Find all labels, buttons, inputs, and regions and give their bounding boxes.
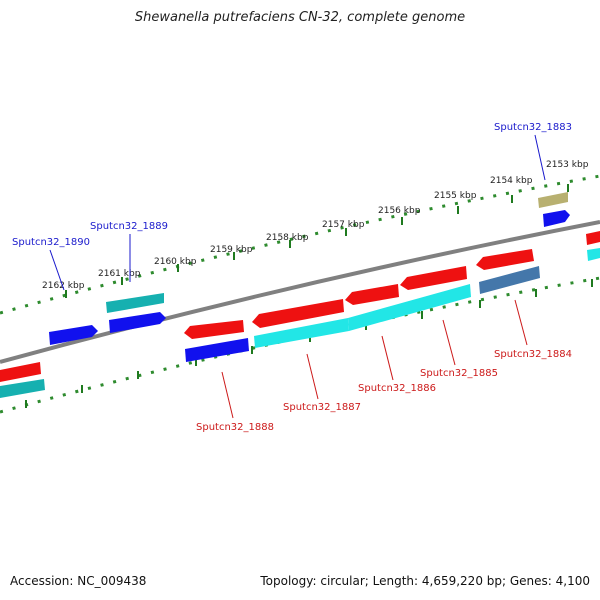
gene-sputcn32-1885[interactable] bbox=[400, 266, 467, 290]
leader-sputcn32-1886 bbox=[381, 335, 394, 381]
leader-sputcn32-1887 bbox=[306, 353, 319, 400]
gene-khaki bbox=[538, 192, 568, 208]
inner-ruler-dots bbox=[0, 276, 600, 414]
leader-sputcn32-1888 bbox=[221, 371, 234, 419]
outer-ruler-dots bbox=[0, 174, 600, 315]
gene-sputcn32-1887[interactable] bbox=[252, 299, 344, 328]
ruler-label: 2160 kbp bbox=[154, 257, 197, 267]
accession-text: Accession: NC_009438 bbox=[10, 574, 147, 588]
cds-sputcn32-1884 bbox=[479, 266, 540, 294]
gene-sputcn32-1884[interactable] bbox=[476, 249, 534, 270]
cds-sputcn32-1887 bbox=[254, 318, 349, 348]
gene-label[interactable]: Sputcn32_1883 bbox=[494, 122, 572, 133]
gene-label[interactable]: Sputcn32_1884 bbox=[494, 349, 572, 360]
ruler-label: 2153 kbp bbox=[546, 160, 589, 170]
ruler-label: 2156 kbp bbox=[378, 206, 421, 216]
ruler-label: 2162 kbp bbox=[42, 281, 85, 291]
gene-sputcn32-1890[interactable] bbox=[49, 325, 98, 345]
ruler-label: 2154 kbp bbox=[490, 176, 533, 186]
gene-label[interactable]: Sputcn32_1890 bbox=[12, 237, 90, 248]
gene-label[interactable]: Sputcn32_1887 bbox=[283, 402, 361, 413]
cds-sputcn32-1888 bbox=[185, 338, 249, 362]
gene-labels: Sputcn32_1890 Sputcn32_1889 Sputcn32_188… bbox=[12, 122, 572, 433]
map-title: Shewanella putrefaciens CN-32, complete … bbox=[134, 10, 466, 25]
ruler-label: 2157 kbp bbox=[322, 220, 365, 230]
gene-sputcn32-1889[interactable] bbox=[109, 312, 166, 333]
ruler-label: 2159 kbp bbox=[210, 245, 253, 255]
topology-text: Topology: circular; Length: 4,659,220 bp… bbox=[260, 574, 590, 588]
leader-lines bbox=[49, 134, 546, 419]
ruler-label: 2155 kbp bbox=[434, 191, 477, 201]
outer-ruler: 2162 kbp 2161 kbp 2160 kbp 2159 kbp 2158… bbox=[0, 160, 600, 315]
gene-label[interactable]: Sputcn32_1889 bbox=[90, 221, 168, 232]
cds-partial-right bbox=[587, 248, 600, 261]
leader-sputcn32-1885 bbox=[442, 319, 456, 366]
inner-ruler bbox=[0, 276, 600, 414]
reverse-genes bbox=[0, 249, 540, 398]
gene-partial-left bbox=[0, 362, 41, 382]
inner-ruler-ticks bbox=[25, 279, 593, 408]
gene-label[interactable]: Sputcn32_1888 bbox=[196, 422, 274, 433]
ruler-label: 2161 kbp bbox=[98, 269, 141, 279]
leader-sputcn32-1883 bbox=[534, 134, 546, 181]
gene-sputcn32-1888[interactable] bbox=[184, 320, 244, 339]
cds-sputcn32-1886 bbox=[348, 284, 471, 331]
ruler-label: 2158 kbp bbox=[266, 233, 309, 243]
forward-genes bbox=[49, 192, 600, 345]
outer-ruler-labels: 2162 kbp 2161 kbp 2160 kbp 2159 kbp 2158… bbox=[42, 160, 589, 291]
gene-label[interactable]: Sputcn32_1886 bbox=[358, 383, 436, 394]
gene-sputcn32-1886[interactable] bbox=[345, 284, 399, 305]
gene-label[interactable]: Sputcn32_1885 bbox=[420, 368, 498, 379]
leader-sputcn32-1884 bbox=[514, 299, 528, 346]
cds-partial-left bbox=[0, 379, 45, 398]
cds-sputcn32-1889 bbox=[106, 293, 164, 313]
gene-partial-right bbox=[586, 231, 600, 245]
leader-sputcn32-1890 bbox=[49, 249, 65, 291]
gene-sputcn32-1883[interactable] bbox=[543, 210, 570, 227]
genome-backbone bbox=[0, 220, 600, 364]
outer-ruler-ticks bbox=[65, 184, 569, 298]
